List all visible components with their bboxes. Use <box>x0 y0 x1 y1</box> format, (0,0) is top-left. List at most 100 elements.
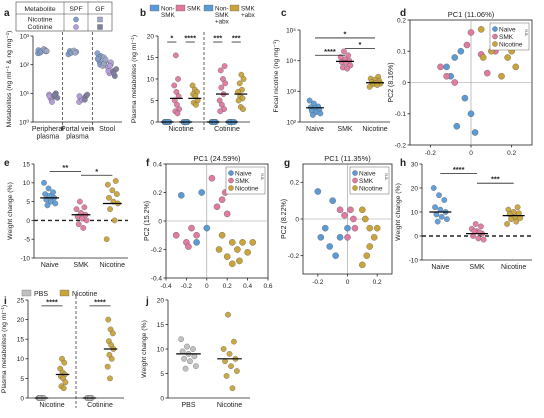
data-point <box>52 200 59 207</box>
legend-label: SMK <box>499 34 514 41</box>
y-tick-label: -0.1 <box>395 111 407 118</box>
data-point <box>226 351 233 357</box>
y-tick-label: 10 <box>17 356 25 363</box>
data-point <box>218 84 225 91</box>
data-point <box>94 55 101 62</box>
data-point <box>81 204 88 211</box>
y-tick-label: 10² <box>20 62 30 69</box>
data-point <box>106 63 113 69</box>
significance-label: *** <box>232 34 241 43</box>
y-axis-label: Weight change (%) <box>7 182 14 240</box>
data-point <box>193 239 200 246</box>
pc2-label: PC2 (8.22%) <box>281 199 288 239</box>
data-point <box>46 93 53 99</box>
data-point <box>512 63 520 71</box>
panel-label-d: d <box>400 8 406 19</box>
legend-label: Nicotine <box>72 291 97 298</box>
panel-label-b: b <box>140 8 146 19</box>
panel-label-a: a <box>4 8 10 19</box>
data-point <box>483 69 491 77</box>
data-point <box>218 231 226 239</box>
data-point <box>103 236 110 243</box>
data-point <box>463 41 471 49</box>
data-point <box>480 236 487 243</box>
data-point <box>478 223 484 230</box>
pc1-label: PC1 (24.59%) <box>193 154 241 163</box>
data-point <box>235 97 242 104</box>
data-point <box>476 229 483 236</box>
y-tick-label: 10 <box>23 180 31 187</box>
data-point <box>188 224 195 232</box>
x-category-label: Naive <box>431 264 449 271</box>
panel-j: j 0 5 10 15 20 PBS Nicotine Weight change (%) <box>141 296 250 409</box>
data-point <box>239 239 246 246</box>
y-tick-label: 5 <box>150 98 154 105</box>
legend-swatch <box>97 24 103 30</box>
x-tick-label: 0 <box>469 150 473 157</box>
legend-label: Naive <box>499 27 516 34</box>
data-point <box>498 72 505 80</box>
x-category-label: SMK <box>469 264 485 271</box>
panel-label-j: j <box>145 296 149 307</box>
data-point <box>443 72 450 80</box>
significance-label: * <box>170 34 173 43</box>
x-category-label: Cotinine <box>87 402 113 409</box>
y-tick-label: 0.2 <box>397 17 406 24</box>
data-point <box>467 29 475 36</box>
x-category-label: Nicotine <box>501 264 526 271</box>
data-point <box>182 365 189 372</box>
y-tick-label: 0 <box>295 216 299 223</box>
data-point <box>438 213 445 220</box>
data-point <box>172 231 180 239</box>
legend-header: SPF <box>69 6 82 13</box>
y-tick-label: 10² <box>287 119 297 126</box>
data-point <box>108 355 115 362</box>
y-tick-label: 0 <box>402 80 406 87</box>
y-tick-label: 0.4 <box>153 161 162 168</box>
data-point <box>215 246 223 253</box>
significance-label: **** <box>324 47 336 56</box>
panel-label-e: e <box>4 158 10 169</box>
data-point <box>240 106 246 112</box>
data-point <box>321 224 329 232</box>
panel-label-g: g <box>284 158 290 169</box>
legend-label: +abx <box>241 12 256 19</box>
x-category-label: Naive <box>306 126 324 133</box>
data-point <box>175 76 181 82</box>
x-tick-label: -0.2 <box>425 150 437 157</box>
data-point <box>107 375 113 382</box>
data-point <box>336 206 344 214</box>
y-axis-label: Metabolites (ng ml⁻¹ & ng mg⁻¹) <box>6 31 13 128</box>
y-tick-label: 0 <box>160 395 164 402</box>
data-point <box>504 221 510 227</box>
significance-label: *** <box>213 34 222 43</box>
y-tick-label: -10 <box>409 257 419 264</box>
data-point <box>229 385 236 392</box>
data-point <box>193 231 200 239</box>
data-point <box>347 206 354 214</box>
legend-label: SMK <box>359 178 374 185</box>
data-point <box>225 311 231 318</box>
x-category-label: PBS <box>181 402 195 409</box>
x-category-label: Portal vein <box>61 126 94 133</box>
y-tick-label: 5 <box>20 376 24 383</box>
data-point <box>437 63 444 71</box>
legend-swatch <box>352 185 358 191</box>
y-tick-label: 10 <box>147 76 155 83</box>
data-point <box>436 192 442 199</box>
x-category-label: Cotinine <box>214 126 240 133</box>
y-tick-label: 15 <box>23 161 31 168</box>
data-point <box>45 185 52 192</box>
data-point <box>444 216 450 223</box>
data-point <box>44 202 51 209</box>
data-point <box>229 260 236 268</box>
y-axis-label: Plasma metabolites (ng ml⁻¹) <box>131 35 138 123</box>
legend-swatch <box>73 24 79 30</box>
panel-h: h -10 0 10 20 30 Naive SMK Nicotine Weight change… <box>395 158 532 271</box>
significance-label: **** <box>453 165 465 174</box>
x-category-label: SMK <box>73 262 89 269</box>
legend-swatch <box>203 4 214 12</box>
data-point <box>185 243 192 250</box>
data-point <box>49 99 55 105</box>
data-point <box>341 212 348 219</box>
